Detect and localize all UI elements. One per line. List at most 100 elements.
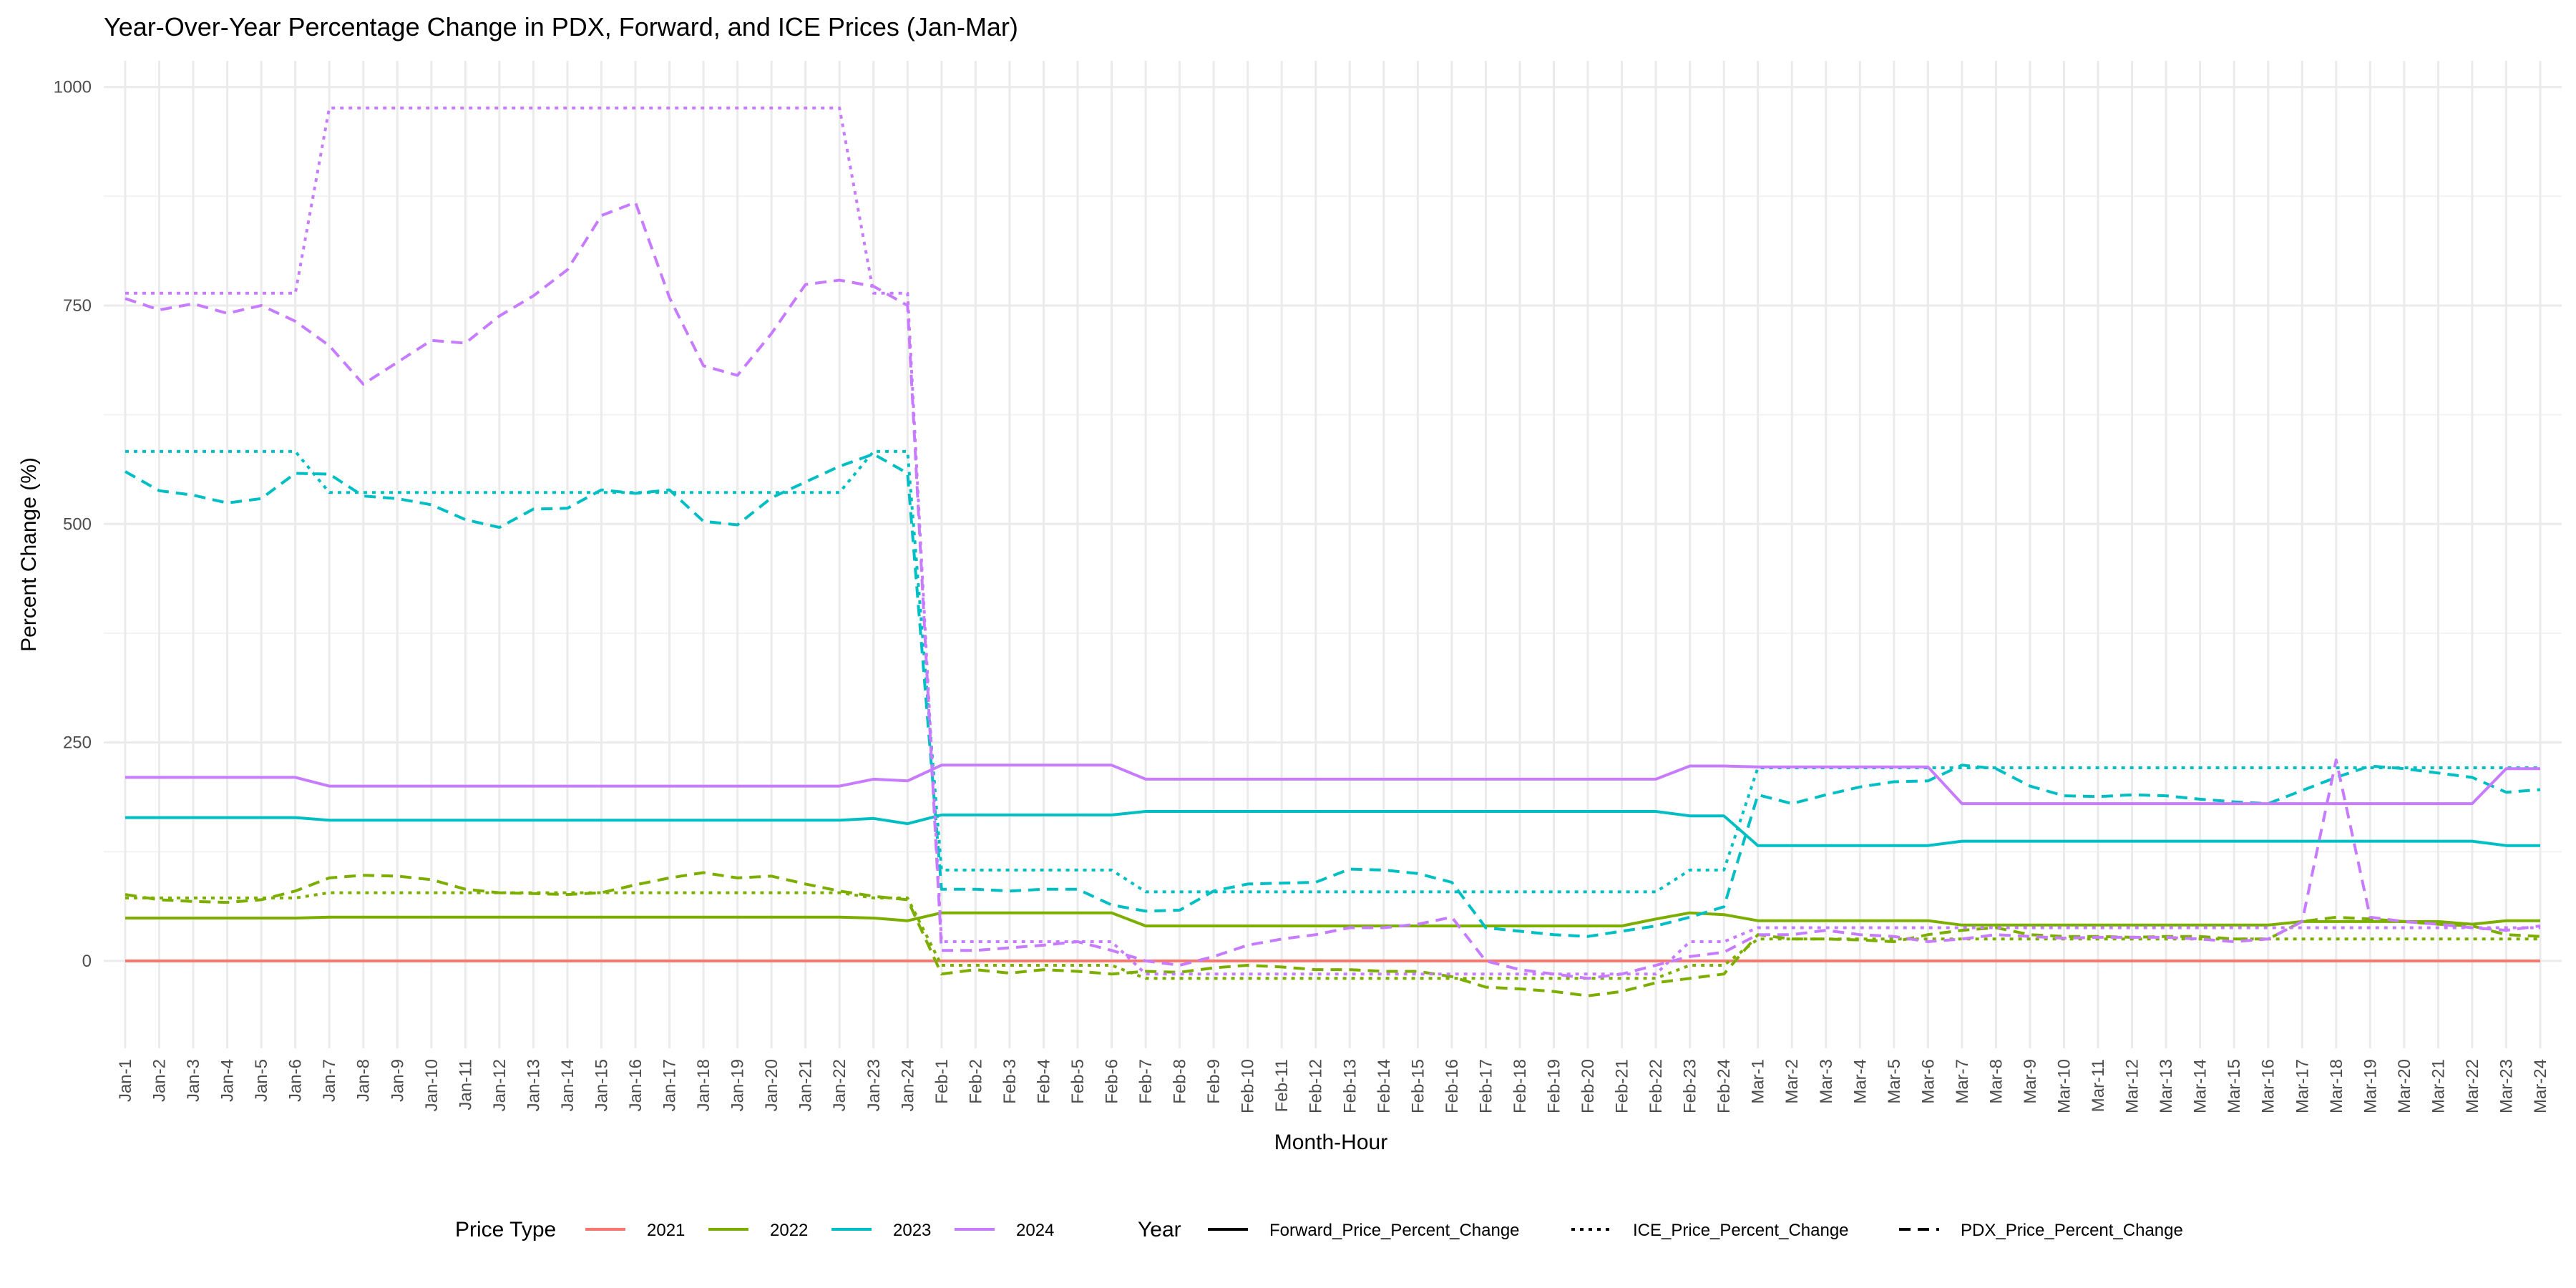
grid-lines [104,61,2562,1048]
x-tick-label: Jan-23 [864,1059,884,1111]
x-tick-label: Feb-24 [1714,1059,1734,1113]
x-tick-label: Jan-22 [830,1059,849,1111]
x-tick-label: Jan-21 [796,1059,816,1111]
x-tick-label: Mar-5 [1885,1059,1904,1104]
x-tick-label: Mar-4 [1850,1059,1870,1104]
x-tick-label: Jan-19 [728,1059,748,1111]
x-tick-label: Jan-15 [592,1059,611,1111]
x-tick-label: Jan-10 [422,1059,441,1111]
x-tick-label: Mar-9 [2021,1059,2040,1104]
x-tick-label: Mar-22 [2463,1059,2482,1113]
x-tick-label: Jan-17 [660,1059,680,1111]
legend-label-2021: 2021 [647,1221,685,1240]
x-tick-label: Mar-6 [1918,1059,1938,1104]
y-tick-label: 1000 [54,78,92,97]
x-tick-label: Feb-16 [1443,1059,1462,1113]
x-tick-label: Feb-15 [1408,1059,1428,1113]
series-line-2022-ice-price-percent-change [125,891,2540,980]
y-tick-label: 500 [63,514,92,534]
x-tick-label: Jan-16 [626,1059,645,1111]
series-line-2023-pdx-price-percent-change [125,452,2541,938]
x-tick-label: Mar-2 [1782,1059,1802,1104]
x-tick-label: Jan-2 [150,1059,170,1102]
x-tick-label: Mar-12 [2123,1059,2142,1113]
x-tick-label: Feb-3 [1000,1059,1020,1104]
x-tick-label: Jan-12 [490,1059,509,1111]
legend-color-title: Price Type [455,1218,556,1241]
y-tick-label: 0 [82,952,92,971]
x-tick-label: Mar-14 [2191,1059,2210,1113]
x-tick-label: Feb-10 [1239,1059,1258,1113]
x-tick-label: Jan-3 [184,1059,203,1102]
x-tick-label: Mar-10 [2055,1059,2074,1113]
x-tick-label: Jan-5 [252,1059,271,1102]
series-line-2022-pdx-price-percent-change [125,871,2541,997]
x-tick-label: Feb-1 [932,1059,952,1104]
x-tick-label: Mar-8 [1986,1059,2006,1104]
x-tick-label: Feb-7 [1136,1059,1156,1104]
x-tick-label: Mar-13 [2157,1059,2176,1113]
legend-label-ice-price-percent-change: ICE_Price_Percent_Change [1633,1221,1849,1240]
x-tick-label: Feb-14 [1375,1059,1394,1113]
x-tick-label: Feb-18 [1511,1059,1530,1113]
x-tick-label: Feb-20 [1579,1059,1598,1113]
legend-linetype-title: Year [1138,1218,1181,1241]
x-axis-title: Month-Hour [1274,1131,1387,1154]
x-tick-label: Feb-12 [1307,1059,1326,1113]
x-tick-label: Mar-11 [2089,1059,2108,1112]
x-tick-label: Mar-1 [1749,1059,1768,1104]
x-tick-label: Feb-2 [966,1059,985,1104]
x-tick-label: Mar-15 [2225,1059,2244,1113]
x-tick-label: Feb-23 [1681,1059,1700,1113]
x-tick-label: Mar-24 [2531,1059,2550,1113]
legend-label-2024: 2024 [1016,1221,1054,1240]
x-tick-label: Mar-3 [1817,1059,1836,1104]
x-tick-label: Jan-9 [388,1059,407,1102]
x-tick-label: Feb-19 [1544,1059,1563,1113]
x-tick-label: Jan-14 [558,1059,577,1111]
x-tick-label: Jan-24 [898,1059,917,1111]
x-tick-label: Jan-18 [694,1059,713,1111]
x-tick-label: Feb-5 [1068,1059,1088,1104]
series-line-2023-ice-price-percent-change [125,449,2540,894]
series-line-2023-forward-price-percent-change [125,810,2540,847]
legend-label-2023: 2023 [893,1221,931,1240]
x-tick-label: Jan-1 [116,1059,135,1102]
x-tick-label: Mar-21 [2429,1059,2448,1113]
series-lines [125,106,2541,997]
x-tick-label: Mar-17 [2293,1059,2312,1113]
x-tick-label: Feb-21 [1613,1059,1632,1113]
y-tick-label: 250 [63,733,92,753]
x-tick-label: Mar-7 [1953,1059,1972,1104]
series-line-2024-ice-price-percent-change [125,106,2540,976]
x-tick-label: Feb-13 [1340,1059,1360,1113]
x-tick-label: Mar-23 [2497,1059,2516,1113]
series-line-2022-forward-price-percent-change [125,911,2540,927]
x-tick-label: Mar-19 [2361,1059,2380,1113]
x-tick-label: Jan-13 [524,1059,543,1111]
x-tick-label: Jan-6 [286,1059,306,1102]
x-tick-label: Mar-18 [2327,1059,2346,1113]
x-tick-label: Jan-7 [320,1059,339,1102]
x-tick-label: Feb-17 [1476,1059,1496,1113]
y-axis-title: Percent Change (%) [17,457,41,652]
y-axis-ticks: 0 250 500 750 1000 [54,78,92,971]
y-tick-label: 750 [63,296,92,316]
series-line-2024-forward-price-percent-change [125,763,2540,806]
x-tick-label: Mar-16 [2259,1059,2278,1113]
x-tick-label: Jan-11 [456,1059,475,1111]
legend-label-2022: 2022 [770,1221,808,1240]
x-tick-label: Feb-8 [1171,1059,1190,1104]
x-axis-ticks: Jan-1 Jan-2 Jan-3 Jan-4 Jan-5 Jan-6 Jan-7 Jan-8… [116,1059,2550,1113]
series-line-2024-pdx-price-percent-change [125,200,2541,980]
x-tick-label: Mar-20 [2395,1059,2414,1113]
x-tick-label: Feb-22 [1646,1059,1666,1113]
x-tick-label: Feb-9 [1204,1059,1224,1104]
x-tick-label: Feb-4 [1034,1059,1053,1104]
x-tick-label: Feb-11 [1272,1059,1292,1112]
x-tick-label: Jan-4 [218,1059,238,1102]
x-tick-label: Jan-20 [762,1059,781,1111]
x-tick-label: Jan-8 [354,1059,374,1102]
legend: Price Type 2021 2022 2023 2024 Year Forward_Pr… [455,1218,2183,1241]
